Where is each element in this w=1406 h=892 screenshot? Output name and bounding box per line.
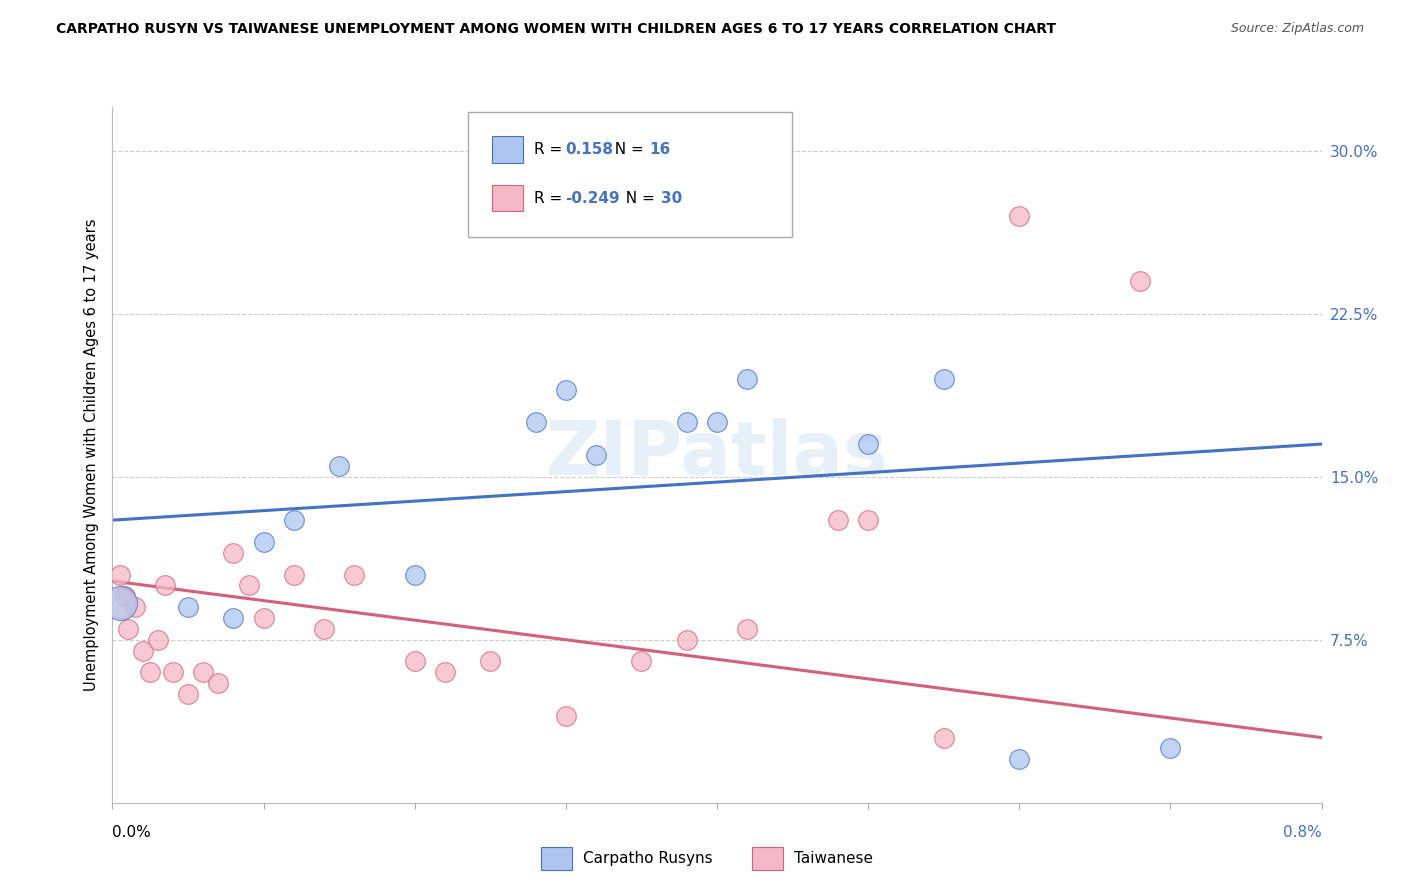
- Point: [630, 655, 652, 669]
- Point: [554, 383, 576, 397]
- Point: [856, 437, 880, 451]
- Text: 16: 16: [650, 142, 671, 157]
- Point: [283, 513, 305, 527]
- Point: [222, 611, 245, 625]
- Point: [124, 600, 146, 615]
- Point: [177, 600, 200, 615]
- Text: ZIPatlas: ZIPatlas: [546, 418, 889, 491]
- Point: [932, 731, 955, 745]
- Point: [554, 708, 576, 723]
- Y-axis label: Unemployment Among Women with Children Ages 6 to 17 years: Unemployment Among Women with Children A…: [84, 219, 100, 691]
- Point: [479, 655, 502, 669]
- Point: [737, 372, 759, 386]
- Point: [706, 415, 728, 429]
- Point: [162, 665, 184, 680]
- Text: 0.8%: 0.8%: [1282, 825, 1322, 840]
- Point: [132, 643, 155, 657]
- Point: [253, 535, 276, 549]
- Point: [283, 567, 305, 582]
- Point: [433, 665, 456, 680]
- Point: [191, 665, 214, 680]
- Point: [827, 513, 849, 527]
- Text: 0.158: 0.158: [565, 142, 613, 157]
- Point: [207, 676, 229, 690]
- Point: [737, 622, 759, 636]
- Point: [108, 596, 131, 610]
- Text: Source: ZipAtlas.com: Source: ZipAtlas.com: [1230, 22, 1364, 36]
- Point: [155, 578, 177, 592]
- Point: [222, 546, 245, 560]
- Point: [1159, 741, 1181, 756]
- Text: R =: R =: [534, 191, 568, 205]
- Point: [108, 567, 131, 582]
- Text: 30: 30: [661, 191, 682, 205]
- Point: [404, 655, 426, 669]
- Point: [177, 687, 200, 701]
- Point: [1008, 752, 1031, 766]
- Text: N =: N =: [605, 142, 652, 157]
- Point: [146, 632, 169, 647]
- Point: [1008, 209, 1031, 223]
- Text: N =: N =: [616, 191, 664, 205]
- Text: -0.249: -0.249: [565, 191, 620, 205]
- Text: Taiwanese: Taiwanese: [794, 851, 873, 866]
- Point: [932, 372, 955, 386]
- Point: [585, 448, 607, 462]
- Point: [675, 415, 697, 429]
- Text: CARPATHO RUSYN VS TAIWANESE UNEMPLOYMENT AMONG WOMEN WITH CHILDREN AGES 6 TO 17 : CARPATHO RUSYN VS TAIWANESE UNEMPLOYMENT…: [56, 22, 1056, 37]
- Point: [238, 578, 260, 592]
- Point: [856, 513, 880, 527]
- Point: [108, 596, 131, 610]
- Point: [117, 622, 139, 636]
- Point: [343, 567, 366, 582]
- Point: [404, 567, 426, 582]
- Text: R =: R =: [534, 142, 572, 157]
- Point: [139, 665, 162, 680]
- Point: [524, 415, 547, 429]
- Point: [675, 632, 697, 647]
- Point: [328, 458, 350, 473]
- Point: [312, 622, 335, 636]
- Text: 0.0%: 0.0%: [112, 825, 152, 840]
- Text: Carpatho Rusyns: Carpatho Rusyns: [583, 851, 713, 866]
- Point: [1129, 274, 1152, 288]
- Point: [253, 611, 276, 625]
- Point: [114, 589, 136, 603]
